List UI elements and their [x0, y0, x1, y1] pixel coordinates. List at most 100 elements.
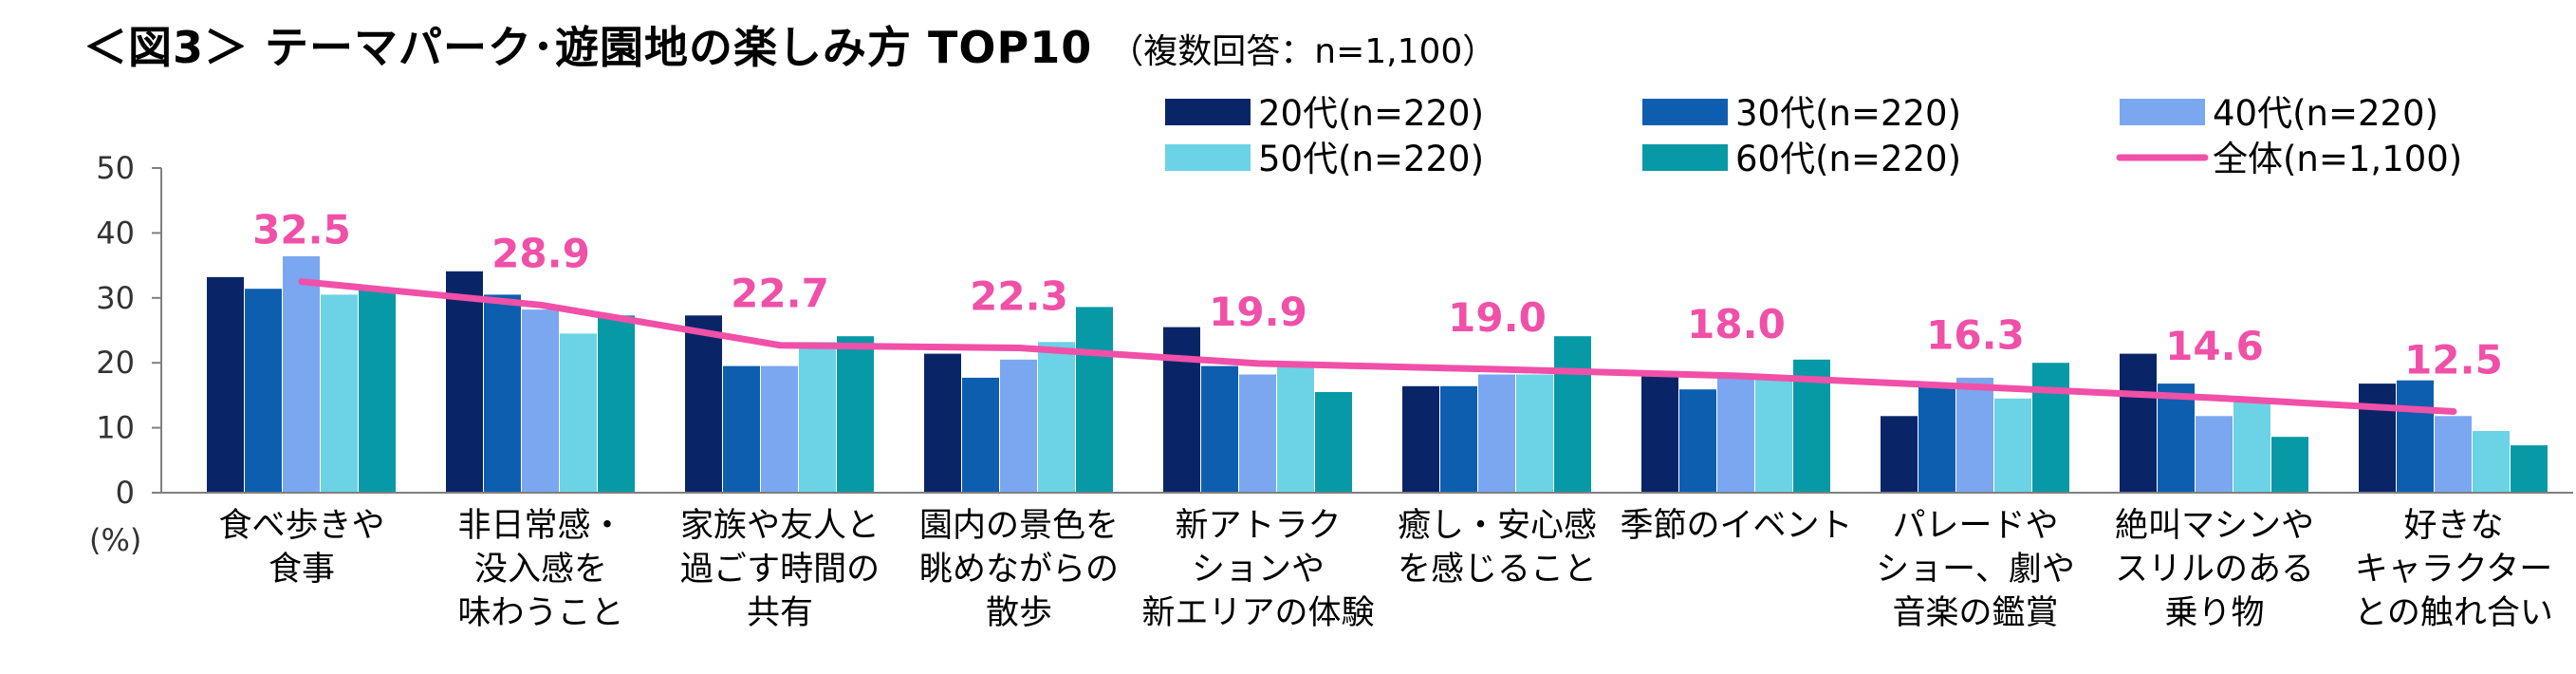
bar-2-2 — [484, 294, 521, 493]
bar-4-5 — [1277, 365, 1314, 493]
category-label: 味わうこと — [457, 594, 623, 632]
category-label: 絶叫マシンや — [2115, 507, 2314, 545]
legend-swatch — [2120, 99, 2205, 125]
overall-value-label: 18.0 — [1687, 301, 1786, 347]
bar-3-6 — [1478, 374, 1515, 493]
bar-4-9 — [2233, 401, 2270, 493]
bar-5-8 — [2032, 363, 2069, 493]
y-tick-label: 40 — [96, 215, 135, 251]
category-label: 季節のイベント — [1620, 507, 1852, 545]
bar-2-9 — [2158, 384, 2195, 493]
category-label: ショー、劇や — [1876, 551, 2075, 589]
category-label: 家族や友人と — [680, 507, 880, 545]
bar-1-1 — [207, 276, 244, 493]
category-label: 新エリアの体験 — [1141, 594, 1374, 632]
chart-title: ＜図3＞ テーマパーク･遊園地の楽しみ方 TOP10 — [83, 22, 1093, 73]
bar-1-8 — [1881, 416, 1918, 493]
bar-3-2 — [522, 309, 559, 493]
category-label: 新アトラク — [1175, 507, 1341, 545]
chart-subtitle: （複数回答：n=1,100） — [1109, 32, 1497, 71]
category-label: 過ごす時間の — [680, 551, 880, 589]
bar-4-6 — [1516, 374, 1553, 493]
y-axis-unit-label: (%) — [89, 522, 141, 558]
overall-value-label: 12.5 — [2404, 337, 2503, 384]
bar-5-1 — [359, 289, 396, 493]
overall-value-label: 19.0 — [1448, 294, 1547, 341]
category-label: スリルのある — [2115, 551, 2314, 589]
legend-label: 20代(n=220) — [1258, 93, 1484, 134]
category-label: 没入感を — [474, 551, 607, 589]
category-label: との触れ合い — [2354, 594, 2553, 632]
bar-3-4 — [1000, 359, 1037, 493]
category-label: 園内の景色を — [919, 507, 1119, 545]
overall-value-label: 22.7 — [731, 271, 829, 317]
bar-5-6 — [1554, 336, 1591, 493]
bar-3-9 — [2196, 416, 2233, 493]
bar-2-7 — [1679, 389, 1716, 493]
bar-4-2 — [560, 333, 597, 493]
bar-1-3 — [685, 315, 722, 493]
legend-swatch — [1165, 144, 1251, 171]
legend-label: 60代(n=220) — [1735, 139, 1961, 179]
category-label: 癒し・安心感 — [1398, 507, 1597, 545]
bar-4-7 — [1755, 377, 1792, 493]
overall-value-label: 14.6 — [2165, 323, 2264, 369]
overall-value-label: 19.9 — [1209, 289, 1307, 335]
category-label: 乗り物 — [2164, 594, 2264, 632]
bar-2-4 — [962, 377, 999, 493]
legend-swatch — [1642, 144, 1728, 171]
bar-1-4 — [924, 353, 961, 493]
category-label: 共有 — [747, 594, 813, 632]
category-label: キャラクター — [2355, 551, 2553, 589]
bar-2-6 — [1440, 385, 1477, 493]
category-label: ションや — [1192, 551, 1325, 589]
y-tick-label: 10 — [96, 410, 135, 446]
overall-line — [298, 278, 2457, 415]
category-label: 眺めながらの — [919, 551, 1119, 589]
bar-5-10 — [2511, 445, 2548, 493]
bar-2-10 — [2397, 380, 2434, 493]
bar-5-2 — [598, 315, 635, 493]
bar-3-1 — [283, 256, 320, 493]
bar-4-10 — [2473, 431, 2510, 493]
bar-3-5 — [1239, 374, 1276, 493]
overall-value-label: 32.5 — [252, 207, 351, 253]
bar-4-3 — [799, 342, 836, 493]
bar-5-5 — [1315, 392, 1352, 493]
legend-label: 40代(n=220) — [2213, 93, 2438, 134]
legend-label: 全体(n=1,100) — [2213, 139, 2462, 179]
y-tick-label: 50 — [96, 150, 135, 186]
category-label: 音楽の鑑賞 — [1892, 594, 2058, 632]
bar-1-7 — [1641, 374, 1678, 493]
bar-3-8 — [1956, 377, 1993, 493]
bar-1-9 — [2120, 353, 2157, 493]
category-label: 好きな — [2403, 507, 2503, 545]
bar-1-2 — [446, 271, 483, 493]
bar-2-1 — [245, 289, 282, 493]
category-label: 食べ歩きや — [218, 507, 384, 545]
overall-value-label: 22.3 — [970, 272, 1068, 319]
bar-4-8 — [1994, 398, 2031, 493]
category-label: パレードや — [1892, 507, 2058, 545]
category-label: 食事 — [269, 551, 335, 589]
overall-value-label: 28.9 — [491, 230, 590, 276]
bar-4-4 — [1038, 342, 1075, 493]
category-label: 非日常感・ — [457, 507, 623, 545]
bar-5-3 — [837, 336, 874, 493]
bar-1-5 — [1163, 327, 1200, 493]
bar-3-7 — [1717, 377, 1754, 493]
y-tick-label: 20 — [96, 345, 135, 381]
chart-title-row: ＜図3＞ テーマパーク･遊園地の楽しみ方 TOP10 （複数回答：n=1,100） — [83, 13, 1496, 76]
overall-value-label: 16.3 — [1926, 312, 2025, 359]
legend-swatch — [1642, 99, 1728, 125]
legend-swatch — [1165, 99, 1251, 125]
y-tick-label: 30 — [96, 280, 135, 316]
bar-2-8 — [1918, 385, 1955, 493]
bar-4-1 — [321, 294, 358, 493]
category-label: を感じること — [1398, 551, 1597, 589]
bar-5-4 — [1076, 307, 1113, 493]
bar-2-3 — [723, 365, 760, 493]
category-label: 散歩 — [986, 594, 1052, 632]
bar-2-5 — [1201, 365, 1238, 493]
